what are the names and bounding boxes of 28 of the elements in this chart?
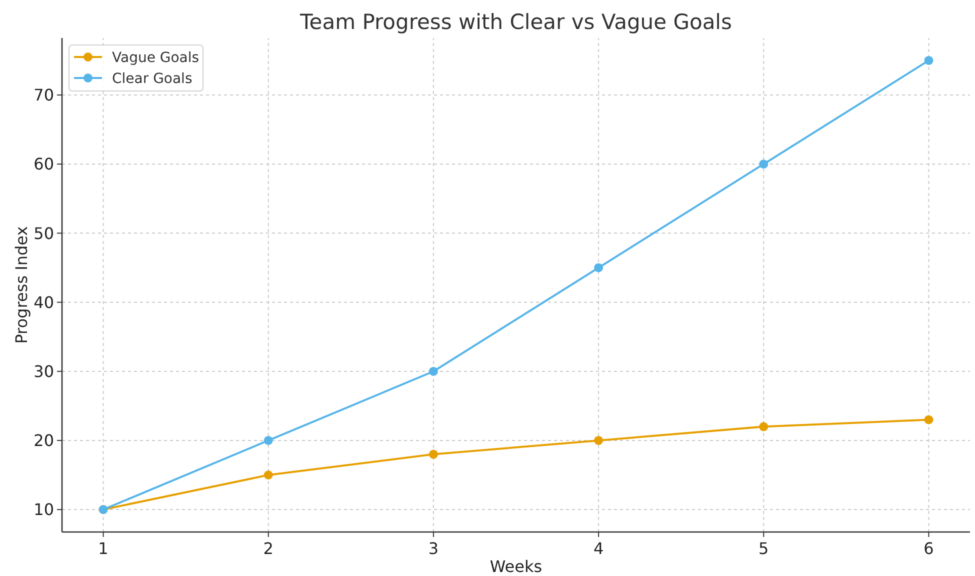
point xyxy=(924,56,934,65)
y-tick-label: 30 xyxy=(34,362,54,381)
y-tick-label: 50 xyxy=(34,224,54,243)
legend-label: Vague Goals xyxy=(112,50,200,66)
x-tick-label: 5 xyxy=(758,539,769,558)
legend-label: Clear Goals xyxy=(112,70,192,87)
y-tick-label: 60 xyxy=(34,154,54,174)
y-axis-title: Progress Index xyxy=(12,226,31,344)
x-axis-title: Weeks xyxy=(490,557,542,576)
x-tick-label: 4 xyxy=(593,539,604,558)
point xyxy=(924,415,934,424)
point xyxy=(428,366,438,376)
point xyxy=(759,422,768,432)
point xyxy=(594,436,604,445)
chart-title: Team Progress with Clear vs Vague Goals xyxy=(299,10,732,34)
point xyxy=(759,160,768,169)
x-tick-label: 2 xyxy=(263,539,274,558)
point xyxy=(264,436,273,445)
y-tick-label: 20 xyxy=(34,431,54,450)
y-tick-label: 10 xyxy=(34,500,54,520)
y-tick-label: 70 xyxy=(34,86,54,105)
x-tick-label: 3 xyxy=(428,539,439,558)
y-tick-label: 40 xyxy=(34,292,54,312)
x-tick-label: 1 xyxy=(98,539,108,558)
point xyxy=(264,470,273,480)
point xyxy=(428,450,438,459)
point xyxy=(594,263,604,272)
x-tick-label: 6 xyxy=(924,539,934,558)
